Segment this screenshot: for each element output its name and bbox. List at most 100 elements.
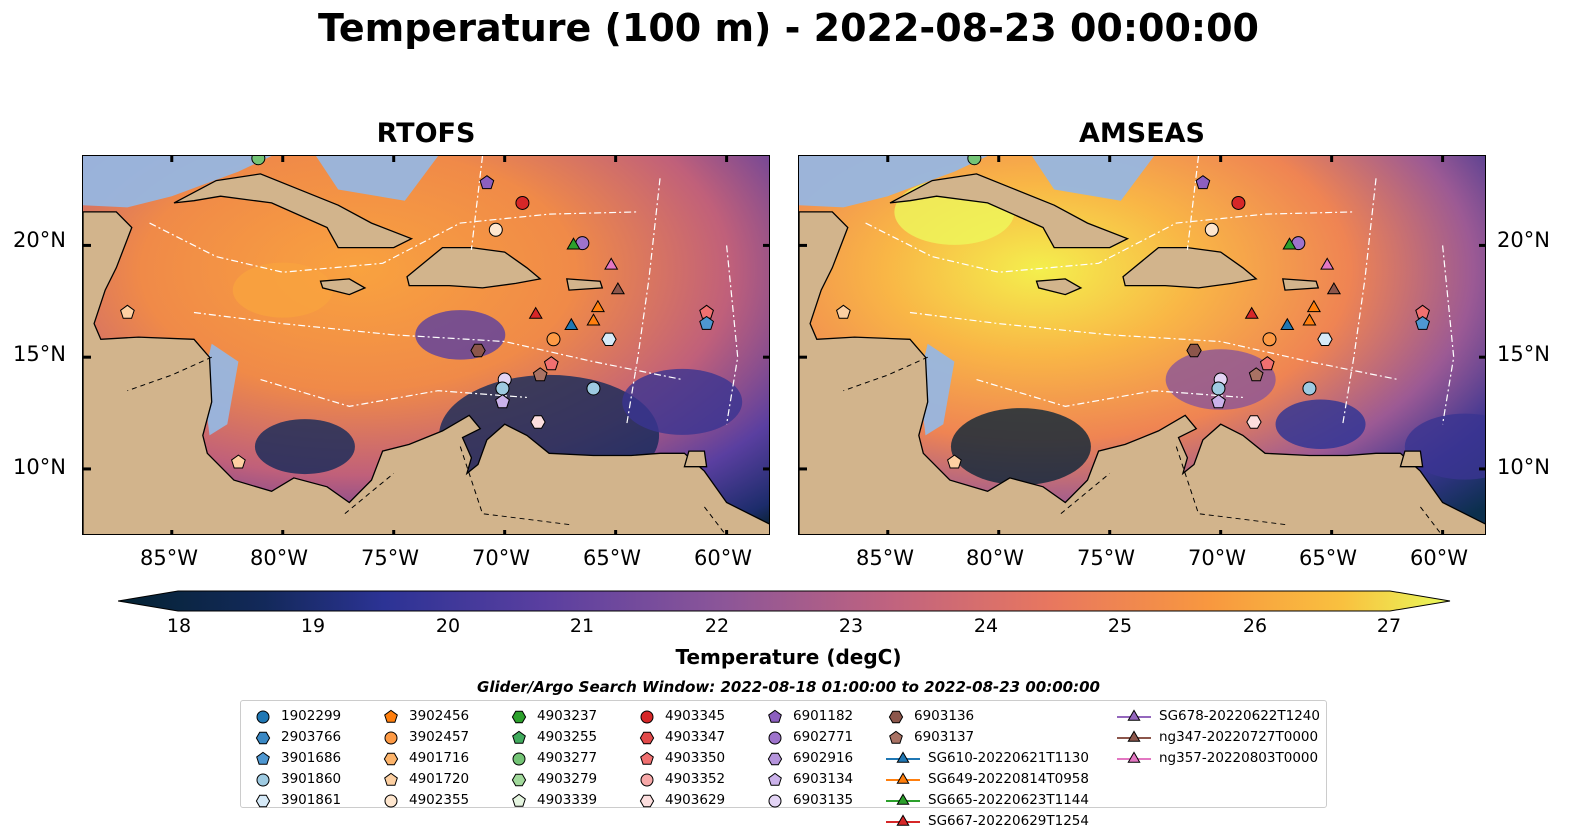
profile-marker-6[interactable] <box>604 257 619 270</box>
lon-label-60w: 60°W <box>694 546 752 570</box>
profile-marker-7[interactable] <box>610 282 625 295</box>
profile-marker-23[interactable] <box>1246 415 1262 429</box>
profile-marker-1[interactable] <box>479 175 495 190</box>
landmass <box>1281 278 1320 291</box>
profile-marker-24[interactable] <box>836 304 851 319</box>
profile-marker-9[interactable] <box>1302 313 1317 326</box>
profile-marker-20[interactable] <box>495 381 510 396</box>
profile-marker-18[interactable] <box>532 367 548 382</box>
profile-marker-2[interactable] <box>1231 195 1246 210</box>
profile-marker-7[interactable] <box>1326 282 1341 295</box>
profile-marker-2[interactable] <box>515 195 530 210</box>
profile-marker-21[interactable] <box>586 381 601 396</box>
legend-marker-icon <box>639 731 655 744</box>
profile-marker-13[interactable] <box>1415 315 1430 330</box>
legend-column: 3902456 3902457 4901716 4901720 4902355 <box>381 705 469 810</box>
legend-label: 2903766 <box>281 728 342 745</box>
legend-column: SG678-20220622T1240 ng347-20220727T0000 ng… <box>1117 705 1320 768</box>
legend-label: 6903136 <box>914 707 975 724</box>
legend-marker-icon <box>768 794 782 807</box>
profile-marker-8[interactable] <box>590 299 605 313</box>
profile-marker-25[interactable] <box>231 454 246 469</box>
profile-marker-11[interactable] <box>1280 317 1295 330</box>
legend-entry: 4903279 <box>509 768 597 789</box>
legend-column: 6903136 6903137 SG610-20220621T1130 SG649-2… <box>886 705 1089 831</box>
legend-entry: 3901686 <box>253 747 341 768</box>
legend-entry: 6903136 <box>886 705 1089 726</box>
profile-marker-13[interactable] <box>699 315 714 330</box>
profile-marker-17[interactable] <box>543 356 559 371</box>
landmass <box>1399 450 1424 468</box>
profile-marker-23[interactable] <box>530 415 546 429</box>
lon-label-65w: 65°W <box>583 546 641 570</box>
profile-marker-9[interactable] <box>586 313 601 326</box>
profile-marker-21[interactable] <box>1302 381 1317 396</box>
legend-label: SG665-20220623T1144 <box>928 791 1089 808</box>
profile-marker-24[interactable] <box>120 304 135 319</box>
legend-label: 4901716 <box>409 749 470 766</box>
lat-label-20n: 20°N <box>13 228 66 252</box>
profile-marker-11[interactable] <box>564 317 579 330</box>
legend-marker-icon <box>384 709 398 723</box>
legend-label: 3902457 <box>409 728 470 745</box>
profile-marker-0[interactable] <box>251 156 266 166</box>
legend-label: 6903137 <box>914 728 975 745</box>
profile-marker-1[interactable] <box>1195 175 1211 190</box>
legend-entry: 6903137 <box>886 726 1089 747</box>
profile-marker-8[interactable] <box>1306 299 1321 313</box>
figure-title: Temperature (100 m) - 2022-08-23 00:00:0… <box>317 6 1259 50</box>
landmass <box>173 173 414 249</box>
profile-marker-25[interactable] <box>947 454 962 469</box>
profile-marker-20[interactable] <box>1211 381 1226 396</box>
profile-marker-16[interactable] <box>470 343 486 358</box>
profile-marker-5[interactable] <box>1282 237 1297 250</box>
profile-marker-15[interactable] <box>1262 332 1277 347</box>
colorbar-tick-24: 24 <box>973 615 999 637</box>
legend-marker-icon <box>886 750 920 763</box>
landmass <box>83 211 769 534</box>
profile-marker-3[interactable] <box>488 222 503 237</box>
profile-marker-16[interactable] <box>1186 343 1202 358</box>
profile-marker-10[interactable] <box>1244 306 1259 319</box>
legend-marker-icon <box>256 751 270 765</box>
legend-entry: 4903277 <box>509 747 597 768</box>
lon-label-70w-right: 70°W <box>1188 546 1246 570</box>
legend-marker-icon <box>1117 729 1151 742</box>
map-panel-rtofs[interactable] <box>82 155 770 535</box>
lon-label-85w: 85°W <box>140 546 198 570</box>
legend-column: 4903345 4903347 4903350 4903352 4903629 <box>637 705 725 810</box>
legend-entry: 3901860 <box>253 768 341 789</box>
legend-marker-icon <box>511 773 527 786</box>
landmass <box>683 450 708 468</box>
profile-marker-0[interactable] <box>967 156 982 166</box>
legend-marker-icon <box>768 731 782 744</box>
profile-marker-14[interactable] <box>601 332 617 346</box>
map-panel-amseas[interactable] <box>798 155 1486 535</box>
legend-label: 3901861 <box>281 791 342 808</box>
lon-label-70w: 70°W <box>472 546 530 570</box>
profile-marker-22[interactable] <box>1211 394 1226 409</box>
profile-marker-3[interactable] <box>1204 222 1219 237</box>
lat-label-10n-right: 10°N <box>1497 455 1550 479</box>
legend-marker-icon <box>256 710 270 723</box>
legend-entry: 6901182 <box>765 705 853 726</box>
profile-marker-14[interactable] <box>1317 332 1333 346</box>
colorbar <box>117 590 1452 612</box>
legend-marker-icon <box>384 731 398 744</box>
legend-marker-icon <box>512 752 526 765</box>
profile-marker-5[interactable] <box>566 237 581 250</box>
panel-title-rtofs: RTOFS <box>376 118 476 149</box>
legend-entry: ng357-20220803T0000 <box>1117 747 1320 768</box>
legend-label: SG667-20220629T1254 <box>928 812 1089 829</box>
legend-entry: 1902299 <box>253 705 341 726</box>
profile-marker-6[interactable] <box>1320 257 1335 270</box>
legend-label: 3902456 <box>409 707 470 724</box>
profile-marker-18[interactable] <box>1248 367 1264 382</box>
legend-entry: SG665-20220623T1144 <box>886 789 1089 810</box>
profile-marker-17[interactable] <box>1259 356 1275 371</box>
legend-entry: SG678-20220622T1240 <box>1117 705 1320 726</box>
profile-marker-15[interactable] <box>546 332 561 347</box>
profile-marker-22[interactable] <box>495 394 510 409</box>
profile-marker-10[interactable] <box>528 306 543 319</box>
legend-marker-icon <box>255 794 271 807</box>
